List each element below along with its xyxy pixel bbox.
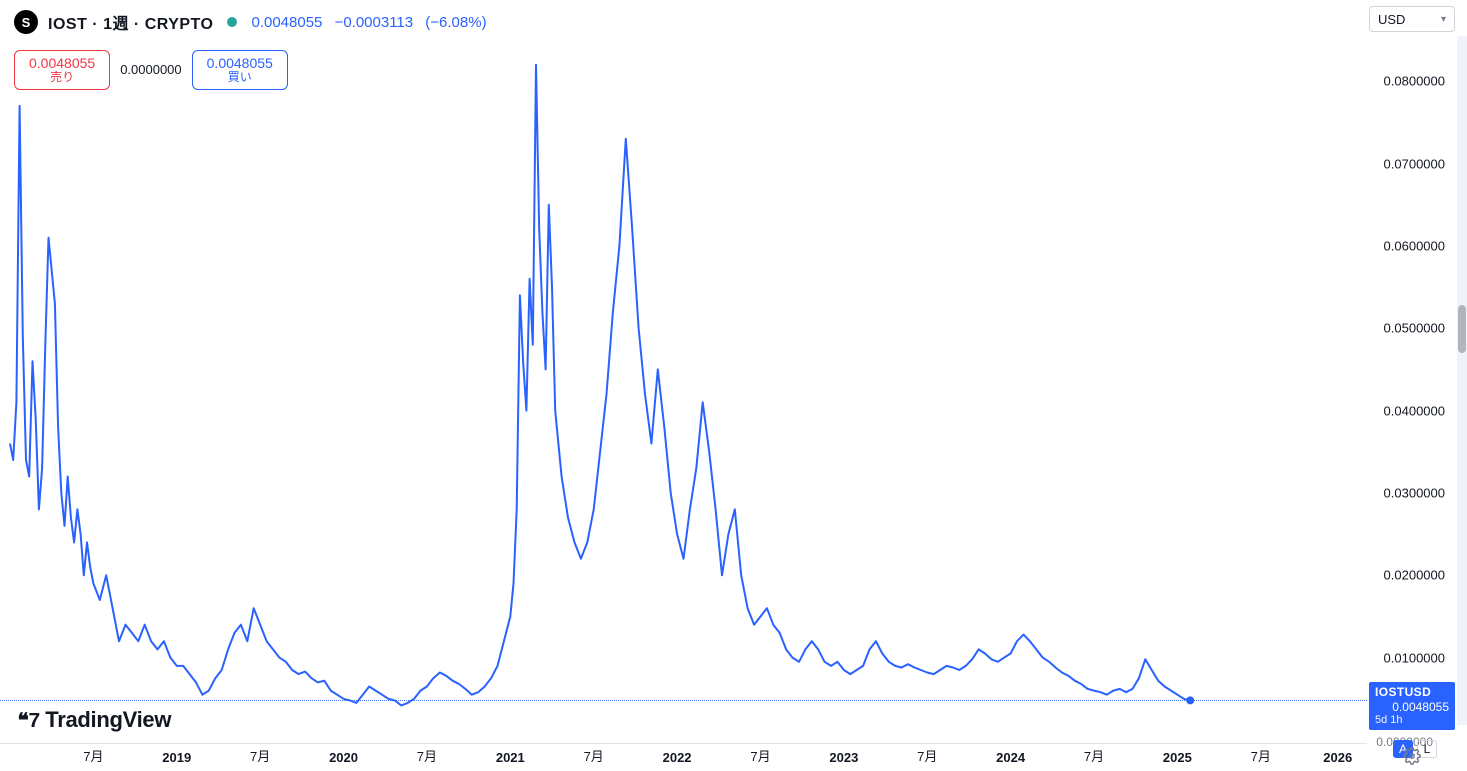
scrollbar-thumb[interactable] (1458, 305, 1466, 353)
y-tick: 0.0300000 (1384, 485, 1445, 500)
y-tick: 0.0600000 (1384, 238, 1445, 253)
x-tick: 7月 (417, 746, 437, 765)
chart-root: S IOST · 1週 · CRYPTO 0.0048055 −0.000311… (0, 0, 1467, 771)
plot-area[interactable] (0, 0, 1367, 743)
chart-svg (0, 0, 1367, 743)
y-tick: 0.0700000 (1384, 156, 1445, 171)
current-price-line (0, 700, 1367, 701)
x-tick: 2025 (1163, 750, 1192, 765)
gear-icon (1403, 747, 1421, 765)
time-axis[interactable]: 7月 2019 7月 2020 7月 2021 7月 2022 7月 2023 7月 2024 7月 20… (0, 743, 1367, 771)
x-tick: 7月 (917, 746, 937, 765)
watermark-text: TradingView (45, 707, 171, 733)
x-tick: 7月 (1084, 746, 1104, 765)
x-tick: 2026 (1323, 750, 1352, 765)
x-tick: 7月 (1251, 746, 1271, 765)
tradingview-watermark: ❝7 TradingView (18, 707, 171, 733)
x-tick: 7月 (250, 746, 270, 765)
y-tick: 0.0800000 (1384, 74, 1445, 89)
x-tick: 2019 (162, 750, 191, 765)
y-tick: 0.0200000 (1384, 568, 1445, 583)
x-tick: 2022 (663, 750, 692, 765)
price-axis[interactable]: 0.0800000 0.0700000 0.0600000 0.0500000 0.04… (1367, 0, 1455, 743)
price-tag-countdown: 5d 1h (1375, 714, 1449, 727)
tradingview-logo-icon: ❝7 (17, 708, 39, 733)
axis-settings-button[interactable] (1403, 747, 1421, 765)
y-tick: 0.0400000 (1384, 403, 1445, 418)
x-tick: 2023 (829, 750, 858, 765)
y-tick: 0.0100000 (1384, 650, 1445, 665)
x-tick: 7月 (750, 746, 770, 765)
vertical-scrollbar[interactable] (1457, 36, 1467, 725)
price-tag-pair: IOSTUSD (1375, 685, 1449, 699)
x-tick: 7月 (584, 746, 604, 765)
x-tick: 2020 (329, 750, 358, 765)
x-tick: 2024 (996, 750, 1025, 765)
x-tick: 2021 (496, 750, 525, 765)
price-tag-price: 0.0048055 (1375, 700, 1449, 714)
x-tick: 7月 (83, 746, 103, 765)
price-line (10, 65, 1190, 706)
y-tick: 0.0500000 (1384, 321, 1445, 336)
price-axis-tag[interactable]: IOSTUSD0.00480555d 1h (1369, 682, 1455, 730)
